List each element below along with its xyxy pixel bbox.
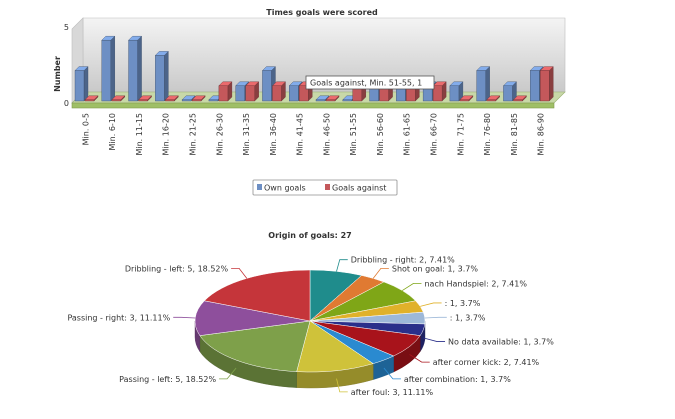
pie-connector-4 [420,303,441,306]
bar-goals-against-14[interactable] [433,82,446,101]
x-tick-label: Min. 16-20 [162,113,171,156]
bar-tooltip: Goals against, Min. 51-55, 1 [306,76,434,89]
pie-chart-title: Origin of goals: 27 [268,231,351,240]
goal-origin-svg: Origin of goals: 27 Dribbling - right: 2… [0,225,675,415]
legend-goals-against[interactable]: Goals against [332,184,386,193]
goals-timing-svg: Times goals were scored Number 0 5 Min. 0-… [0,0,675,205]
x-tick-label: Min. 6-10 [108,113,117,150]
x-tick-label: Min. 71-75 [456,113,465,156]
bar-own-goals-17[interactable] [503,82,516,101]
pie-connector-3 [402,283,421,290]
legend-goals-against-swatch [325,184,330,190]
bar-own-goals-16[interactable] [477,67,490,101]
x-tick-label: Min. 26-30 [215,113,224,156]
pie-label-2: Shot on goal: 1, 3.7% [392,264,478,273]
pie-connector-6 [423,338,445,342]
bar-goals-against-8[interactable] [272,82,285,101]
pie-connector-12 [231,268,247,278]
pie-label-12: Dribbling - left: 5, 18.52% [125,264,229,273]
y-tick-label: 5 [64,23,69,32]
bar-goals-against-7[interactable] [246,82,259,101]
goal-origin-chart: Origin of goals: 27 Dribbling - right: 2… [0,225,675,415]
pie-label-4: : 1, 3.7% [445,299,481,308]
pie-label-11: Passing - right: 3, 11.11% [67,313,170,322]
x-tick-label: Min. 0-5 [81,113,90,145]
tooltip-text: Goals against, Min. 51-55, 1 [310,79,422,88]
bar-own-goals-15[interactable] [450,82,463,101]
pie-label-9: after foul: 3, 11.11% [351,388,434,397]
x-tick-label: Min. 51-55 [349,113,358,156]
bar-chart-title: Times goals were scored [266,8,378,17]
x-tick-label: Min. 46-50 [322,113,331,156]
x-tick-label: Min. 36-40 [269,113,278,156]
x-tick-label: Min. 66-70 [430,113,439,156]
x-tick-label: Min. 21-25 [189,113,198,156]
bar-own-goals-2[interactable] [102,36,115,101]
goals-timing-chart: Times goals were scored Number 0 5 Min. 0-… [0,0,675,205]
pie-label-5: : 1, 3.7% [450,313,486,322]
pie-label-7: after corner kick: 2, 7.41% [433,358,540,367]
bar-goals-against-18[interactable] [540,67,553,101]
y-tick-label: 0 [64,99,69,108]
x-tick-label: Min. 86-90 [537,113,546,156]
x-tick-label: Min. 76-80 [483,113,492,156]
pie-label-6: No data available: 1, 3.7% [448,338,554,347]
x-tick-label: Min. 41-45 [296,113,305,156]
pie-label-1: Dribbling - right: 2, 7.41% [351,256,455,265]
x-tick-label: Min. 81-85 [510,113,519,156]
bar-goals-against-6[interactable] [219,82,232,101]
pie-connector-2 [373,268,389,278]
y-axis-label: Number [53,56,62,92]
x-tick-label: Min. 11-15 [135,113,144,156]
pie-label-3: nach Handspiel: 2, 7.41% [424,279,527,288]
bar-own-goals-4[interactable] [155,51,168,101]
plot-floor-front [72,103,554,108]
bar-own-goals-1[interactable] [75,67,88,101]
legend-own-goals[interactable]: Own goals [264,184,306,193]
x-tick-label: Min. 31-35 [242,113,251,156]
pie-connector-5 [425,317,447,318]
pie-label-8: after combination: 1, 3.7% [404,375,511,384]
legend-own-goals-swatch [257,184,262,190]
bar-legend: Own goals Goals against [253,180,397,195]
x-tick-label: Min. 61-65 [403,113,412,156]
pie-connector-11 [173,317,195,318]
pie-label-10: Passing - left: 5, 18.52% [119,375,216,384]
pie-connector-1 [337,260,348,272]
bar-own-goals-3[interactable] [129,36,142,101]
x-tick-label: Min. 56-60 [376,113,385,156]
